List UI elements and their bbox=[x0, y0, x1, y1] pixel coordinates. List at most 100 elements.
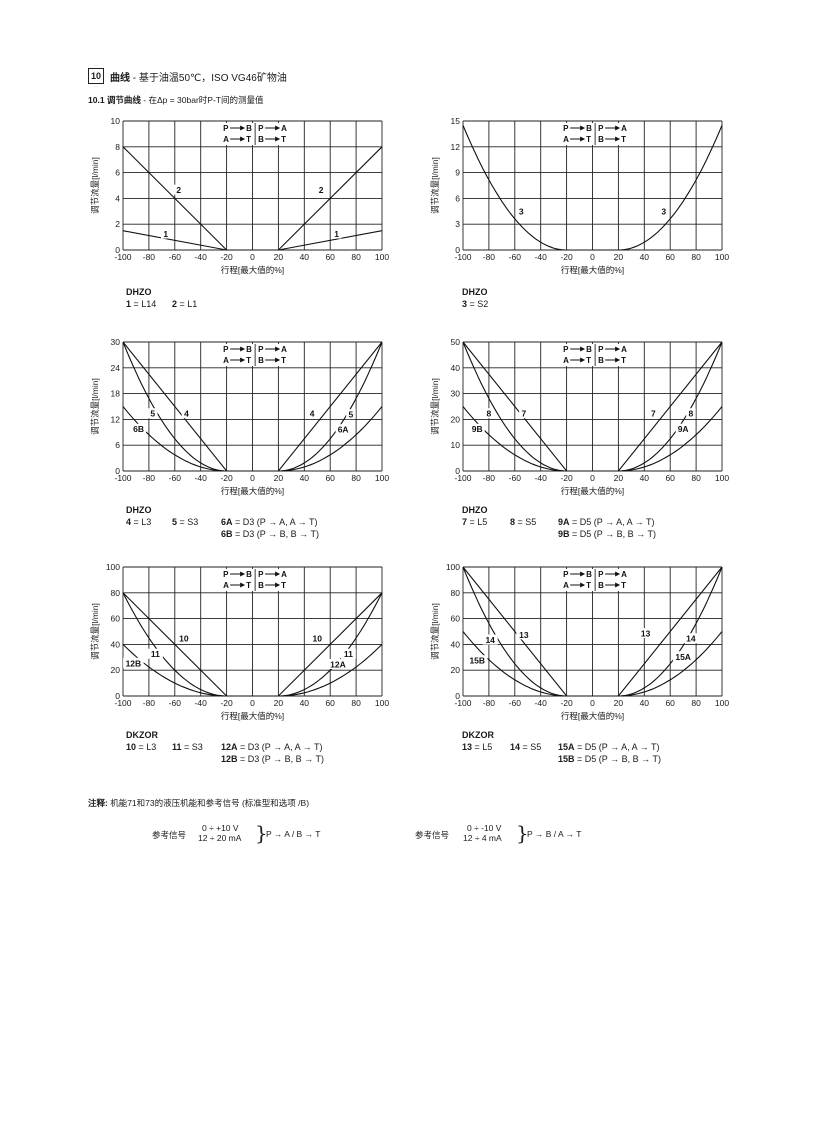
x-tick-label: 80 bbox=[691, 698, 701, 708]
flow-box-letter: P bbox=[223, 345, 229, 354]
flow-box-letter: B bbox=[586, 124, 592, 133]
curve-label-bg bbox=[683, 633, 699, 644]
curve-label-bg bbox=[466, 655, 488, 666]
x-tick-label: -20 bbox=[560, 698, 573, 708]
x-tick-label: 0 bbox=[590, 252, 595, 262]
y-tick-label: 0 bbox=[455, 691, 460, 701]
x-tick-label: 60 bbox=[665, 698, 675, 708]
curve-label-bg bbox=[638, 628, 654, 639]
x-tick-label: -80 bbox=[483, 252, 496, 262]
flow-arrow-head bbox=[275, 346, 281, 352]
curve-label: 11 bbox=[344, 649, 353, 659]
series-12-line bbox=[122, 644, 383, 697]
flow-box-letter: P bbox=[223, 570, 229, 579]
curve-label-bg bbox=[484, 408, 494, 419]
x-tick-label: 100 bbox=[375, 252, 389, 262]
x-tick-label: -100 bbox=[114, 698, 131, 708]
y-tick-label: 12 bbox=[111, 414, 121, 424]
flow-box-letter: T bbox=[621, 135, 626, 144]
grid bbox=[462, 120, 723, 251]
y-tick-label: 60 bbox=[451, 614, 461, 624]
y-tick-label: 10 bbox=[451, 440, 461, 450]
curve-label-bg bbox=[181, 408, 192, 419]
curve-label: 9A bbox=[678, 424, 689, 434]
x-tick-label: 20 bbox=[614, 252, 624, 262]
curve-label: 7 bbox=[521, 409, 526, 419]
y-tick-label: 100 bbox=[106, 562, 120, 572]
flow-box-letter: A bbox=[223, 135, 229, 144]
curve-label-bg bbox=[327, 659, 349, 670]
curve-label-bg bbox=[648, 408, 659, 419]
reference-signal-2: 参考信号 0 ÷ -10 V 12 ÷ 4 mA } P → B / A → T bbox=[415, 821, 582, 845]
x-tick-label: 40 bbox=[300, 698, 310, 708]
y-tick-label: 6 bbox=[455, 193, 460, 203]
series-3-line bbox=[462, 125, 723, 251]
curve-label: 11 bbox=[151, 649, 160, 659]
x-tick-label: -40 bbox=[195, 252, 208, 262]
ref-label: 参考信号 bbox=[152, 830, 187, 840]
curve-label-bg bbox=[675, 423, 691, 434]
flow-arrow-head bbox=[240, 582, 246, 588]
curve-label: 12A bbox=[330, 660, 346, 670]
y-tick-label: 40 bbox=[111, 639, 121, 649]
flow-box-letter: B bbox=[258, 356, 264, 365]
flow-box-letter: T bbox=[586, 581, 591, 590]
x-tick-label: -80 bbox=[143, 698, 156, 708]
curve-label: 10 bbox=[179, 634, 189, 644]
flow-box-letter: P bbox=[258, 345, 264, 354]
legend-chart-4: DHZO 7 = L5 8 = S5 9A = D5 (P → A, A → T… bbox=[462, 504, 722, 542]
flow-box-letter: A bbox=[563, 356, 569, 365]
x-tick-label: 80 bbox=[691, 473, 701, 483]
legend-model: DHZO bbox=[126, 505, 152, 515]
legend-model: DHZO bbox=[462, 505, 488, 515]
curve-label: 13 bbox=[519, 630, 529, 640]
y-tick-label: 6 bbox=[115, 168, 120, 178]
y-tick-label: 24 bbox=[111, 363, 121, 373]
flow-box-letter: A bbox=[223, 581, 229, 590]
flow-arrow-head bbox=[580, 582, 586, 588]
flow-box-letter: P bbox=[598, 345, 604, 354]
flow-arrow-head bbox=[275, 125, 281, 131]
curve-label-bg bbox=[340, 648, 356, 659]
curve-label: 8 bbox=[689, 409, 694, 419]
curve-label: 7 bbox=[651, 409, 656, 419]
flow-box-letter: T bbox=[621, 581, 626, 590]
y-tick-label: 100 bbox=[446, 562, 460, 572]
flow-direction-box: P B P AA T B T bbox=[560, 344, 631, 366]
x-tick-label: -100 bbox=[114, 473, 131, 483]
chart-4: -100 -80 -60 -40 -20 0 20 40 60 80 100 0 10 20 30 40 50 行… bbox=[430, 337, 729, 496]
flow-direction-box: P B P AA T B T bbox=[220, 344, 291, 366]
y-tick-label: 6 bbox=[115, 440, 120, 450]
flow-box-letter: A bbox=[563, 135, 569, 144]
y-axis-label: 调节流量[l/min] bbox=[90, 378, 100, 435]
legend-model: DHZO bbox=[462, 287, 488, 297]
series-9-line bbox=[462, 406, 723, 472]
x-tick-label: 0 bbox=[250, 473, 255, 483]
x-tick-label: 20 bbox=[614, 473, 624, 483]
x-tick-label: -100 bbox=[114, 252, 131, 262]
x-tick-label: -40 bbox=[535, 473, 548, 483]
curve-label-bg bbox=[335, 424, 351, 435]
flow-box-letter: T bbox=[586, 356, 591, 365]
x-tick-label: -100 bbox=[454, 698, 471, 708]
flow-box-letter: P bbox=[563, 124, 569, 133]
curve-label: 15B bbox=[469, 656, 485, 666]
x-tick-label: -20 bbox=[220, 473, 233, 483]
legend-model: DHZO bbox=[126, 287, 152, 297]
flow-box-letter: A bbox=[281, 570, 287, 579]
x-tick-label: -20 bbox=[560, 252, 573, 262]
flow-box-letter: A bbox=[621, 570, 627, 579]
x-tick-label: -60 bbox=[509, 698, 522, 708]
flow-box-letter: A bbox=[621, 124, 627, 133]
y-tick-label: 0 bbox=[455, 245, 460, 255]
flow-box-letter: A bbox=[281, 345, 287, 354]
x-tick-label: 80 bbox=[351, 473, 361, 483]
flow-arrow-head bbox=[240, 571, 246, 577]
flow-box-letter: A bbox=[281, 124, 287, 133]
legend-chart-5: DKZOR 10 = L3 11 = S3 12A = D3 (P → A, A… bbox=[126, 729, 386, 767]
x-axis-label: 行程[最大值的%] bbox=[221, 711, 284, 721]
x-tick-label: 60 bbox=[325, 698, 335, 708]
flow-box-letter: T bbox=[586, 135, 591, 144]
curve-label: 5 bbox=[150, 409, 155, 419]
x-tick-label: 40 bbox=[300, 473, 310, 483]
